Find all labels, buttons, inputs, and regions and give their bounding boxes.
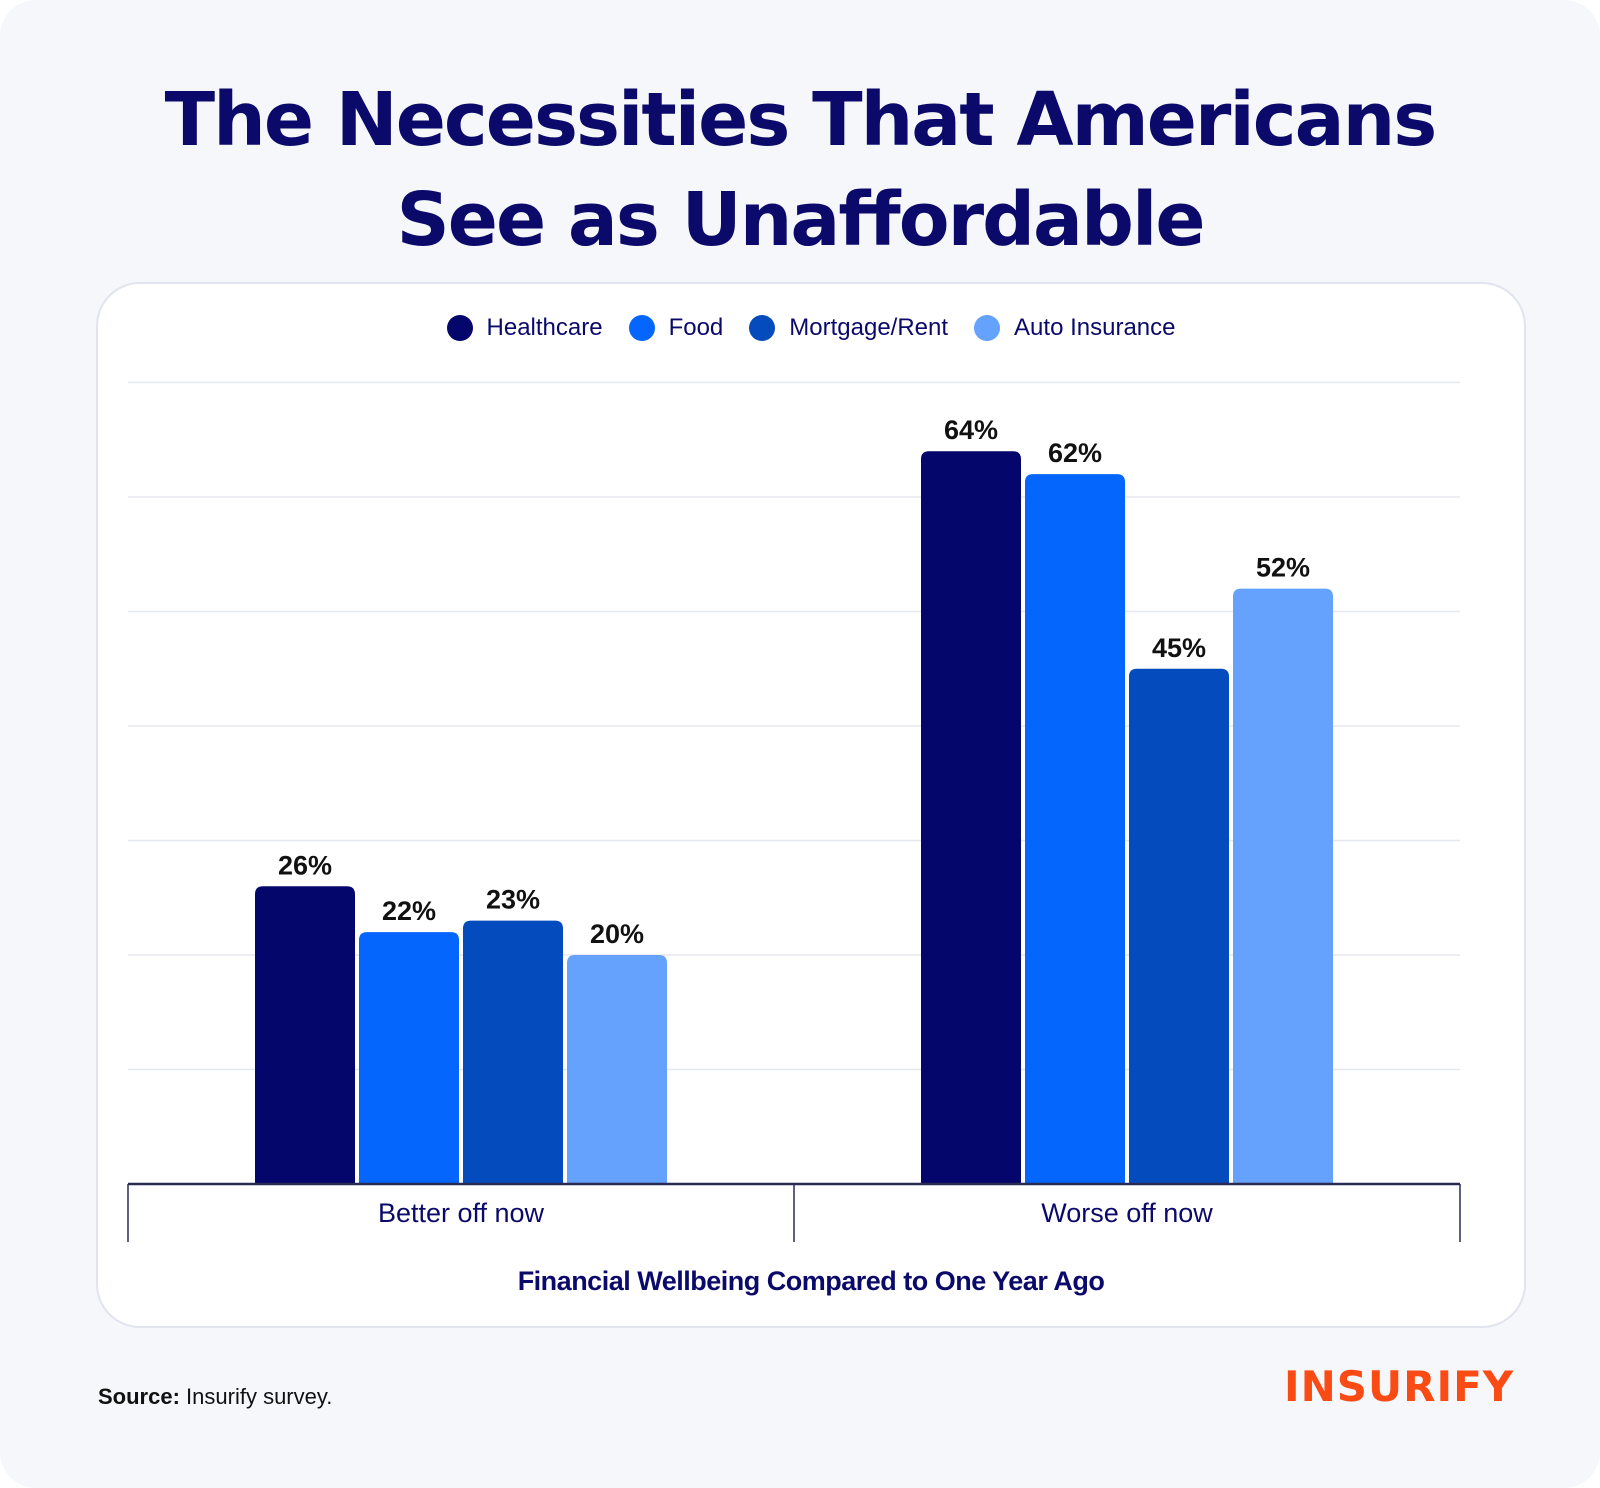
bars — [255, 451, 1333, 1185]
title-line-1: The Necessities That Americans — [164, 77, 1438, 163]
legend-item-auto-insurance: Auto Insurance — [974, 314, 1175, 342]
x-tick-label: Better off now — [378, 1198, 545, 1228]
data-labels: 26% 22% 23% 20% 64% 62% 45% 52% — [278, 415, 1310, 949]
data-label: 20% — [590, 919, 644, 949]
legend-swatch-food — [628, 315, 655, 341]
source-text: Insurify survey. — [186, 1384, 333, 1409]
legend-swatch-mortgage-rent — [749, 315, 776, 341]
title-line-2: See as Unaffordable — [396, 177, 1205, 263]
chart-legend: Healthcare Food Mortgage/Rent Auto Insur… — [98, 314, 1524, 342]
data-label: 23% — [486, 885, 540, 915]
bar-chart: 26% 22% 23% 20% 64% 62% 45% 52% Better off now W… — [127, 381, 1461, 1242]
x-axis-title: Financial Wellbeing Compared to One Year… — [517, 1266, 1105, 1296]
legend-label-mortgage-rent: Mortgage/Rent — [789, 314, 949, 341]
data-label: 22% — [382, 896, 436, 926]
bar — [463, 920, 563, 1184]
legend-label-food: Food — [668, 314, 724, 341]
data-label: 45% — [1152, 633, 1206, 663]
legend-item-food: Food — [628, 314, 724, 342]
source-label: Source: — [98, 1384, 180, 1409]
legend-label-healthcare: Healthcare — [486, 314, 603, 341]
x-tick-label: Worse off now — [1041, 1198, 1213, 1228]
bar — [567, 955, 667, 1184]
insurify-logo: INSURIFY — [1284, 1362, 1515, 1411]
legend-item-healthcare: Healthcare — [446, 314, 603, 342]
legend-swatch-auto-insurance — [974, 315, 1001, 341]
page-title: The Necessities That Americans See as Un… — [0, 70, 1600, 270]
data-label: 64% — [944, 415, 998, 445]
data-label: 62% — [1048, 438, 1102, 468]
data-label: 52% — [1256, 553, 1310, 583]
bar — [1129, 668, 1229, 1184]
legend-swatch-healthcare — [446, 315, 473, 341]
bar — [359, 932, 459, 1184]
chart-card: Healthcare Food Mortgage/Rent Auto Insur… — [96, 282, 1526, 1328]
legend-item-mortgage-rent: Mortgage/Rent — [749, 314, 948, 342]
bar — [1025, 474, 1125, 1185]
legend-label-auto-insurance: Auto Insurance — [1014, 314, 1176, 341]
source-note: Source: Insurify survey. — [98, 1384, 332, 1410]
bar — [921, 451, 1021, 1184]
data-label: 26% — [278, 850, 332, 880]
bar — [1233, 588, 1333, 1184]
bar — [255, 886, 355, 1184]
x-axis: Better off now Worse off now — [127, 1182, 1461, 1242]
